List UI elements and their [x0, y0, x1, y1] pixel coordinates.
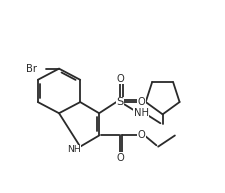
Text: NH: NH	[67, 146, 80, 154]
Text: O: O	[116, 153, 124, 163]
Text: O: O	[138, 97, 145, 107]
Text: S: S	[117, 97, 124, 107]
Text: Br: Br	[26, 64, 37, 74]
Text: O: O	[116, 74, 124, 84]
Text: O: O	[138, 130, 145, 141]
Text: NH: NH	[134, 108, 149, 118]
